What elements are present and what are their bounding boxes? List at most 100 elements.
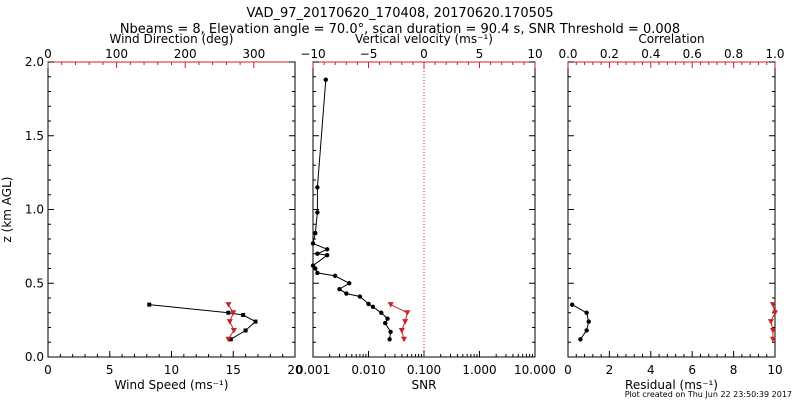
data-point-square bbox=[241, 312, 246, 317]
data-point bbox=[337, 286, 342, 292]
data-point-triangle bbox=[401, 336, 408, 343]
data-point bbox=[357, 294, 363, 299]
top-tick-label: −10 bbox=[300, 47, 325, 61]
y-tick-label: 2.0 bbox=[25, 55, 44, 69]
series-line bbox=[149, 304, 257, 340]
data-point-triangle bbox=[398, 327, 405, 334]
data-point bbox=[347, 281, 352, 286]
data-point-triangle bbox=[767, 319, 774, 325]
data-point bbox=[385, 316, 390, 321]
top-tick-label: 0.2 bbox=[600, 47, 619, 61]
data-point bbox=[323, 77, 328, 82]
data-point bbox=[569, 302, 575, 307]
top-tick-label: 0.0 bbox=[558, 47, 577, 61]
data-point bbox=[584, 310, 589, 315]
data-point bbox=[324, 253, 330, 258]
top-tick-label: 300 bbox=[242, 47, 265, 61]
data-point bbox=[315, 210, 320, 215]
bottom-axis-label: Residual (ms⁻¹) bbox=[625, 378, 718, 392]
y-tick-label: 0.0 bbox=[25, 350, 44, 364]
bottom-tick-label: 0 bbox=[44, 363, 52, 377]
data-point-square bbox=[228, 337, 233, 342]
plot-created-note: Plot created on Thu Jun 22 23:50:39 2017 bbox=[625, 390, 792, 399]
data-point bbox=[578, 337, 583, 342]
data-point bbox=[315, 270, 320, 276]
y-tick-label: 1.0 bbox=[25, 203, 44, 217]
data-point-triangle bbox=[225, 302, 232, 308]
y-tick-label: 1.5 bbox=[25, 129, 44, 143]
bottom-tick-label: 5 bbox=[106, 363, 114, 377]
bottom-tick-label: 8 bbox=[730, 363, 738, 377]
data-point bbox=[310, 263, 316, 268]
top-axis-label: Vertical velocity (ms⁻¹) bbox=[355, 32, 493, 46]
data-point-triangle bbox=[225, 336, 232, 343]
panel-residual: 0 2 4 6 8 10 Residual (ms⁻¹) 0.0 0.2 0.4 0.6 0.8 1.0… bbox=[558, 32, 784, 392]
data-point bbox=[366, 301, 371, 307]
data-point bbox=[344, 291, 349, 296]
top-tick-label: 0 bbox=[44, 47, 52, 61]
figure-title: VAD_97_20170620_170408, 20170620.170505 bbox=[247, 6, 554, 21]
y-axis-label: z (km AGL) bbox=[0, 177, 14, 243]
panel-wind: 0 5 10 15 20 Wind Speed (ms⁻¹) 0 100 200 300 Wind … bbox=[0, 32, 303, 392]
top-tick-label: 0 bbox=[420, 47, 428, 61]
data-point bbox=[315, 251, 320, 256]
panel-snr: 0.001 0.010 0.100 1.000 10.000 SNR −10 −5 0 5 10 Ve… bbox=[296, 32, 556, 392]
bottom-tick-label: 10 bbox=[164, 363, 179, 377]
data-point-triangle bbox=[230, 310, 237, 316]
data-point-triangle bbox=[230, 327, 237, 334]
data-point-square bbox=[147, 302, 152, 307]
data-point-triangle bbox=[769, 302, 776, 308]
bottom-tick-label: 6 bbox=[688, 363, 696, 377]
top-tick-label: 100 bbox=[105, 47, 128, 61]
series-line bbox=[571, 304, 590, 340]
bottom-tick-label: 0.010 bbox=[351, 363, 385, 377]
figure-subtitle: Nbeams = 8, Elevation angle = 70.0°, sca… bbox=[120, 22, 680, 37]
data-point-square bbox=[243, 328, 248, 333]
data-point bbox=[332, 273, 338, 279]
top-tick-label: 0.4 bbox=[641, 47, 660, 61]
data-point bbox=[584, 328, 589, 333]
data-point-square bbox=[226, 310, 231, 315]
bottom-tick-label: 4 bbox=[647, 363, 655, 377]
plot-frame bbox=[47, 61, 296, 358]
bottom-axis-label: SNR bbox=[412, 378, 437, 392]
data-point-triangle bbox=[387, 302, 394, 308]
y-tick-label: 0.5 bbox=[25, 276, 44, 290]
data-point bbox=[379, 310, 384, 315]
bottom-tick-label: 10 bbox=[767, 363, 782, 377]
data-point-triangle bbox=[404, 310, 411, 316]
bottom-tick-label: 15 bbox=[226, 363, 241, 377]
data-point bbox=[313, 230, 318, 236]
top-axis-label: Correlation bbox=[638, 32, 704, 46]
bottom-tick-label: 10.000 bbox=[514, 363, 556, 377]
data-point-triangle bbox=[226, 319, 233, 325]
top-tick-label: 200 bbox=[174, 47, 197, 61]
top-tick-label: 10 bbox=[527, 47, 542, 61]
bottom-tick-label: 20 bbox=[287, 363, 302, 377]
bottom-tick-label: 0.100 bbox=[407, 363, 441, 377]
data-point bbox=[370, 304, 376, 310]
top-tick-label: 0.6 bbox=[683, 47, 702, 61]
top-tick-label: 1.0 bbox=[765, 47, 784, 61]
data-point-triangle bbox=[402, 319, 409, 325]
top-tick-label: −5 bbox=[360, 47, 378, 61]
data-point bbox=[313, 266, 318, 271]
data-point-triangle bbox=[772, 310, 778, 316]
top-tick-label: 5 bbox=[476, 47, 484, 61]
data-point-triangle bbox=[769, 336, 776, 343]
series-line bbox=[312, 79, 392, 340]
bottom-axis-label: Wind Speed (ms⁻¹) bbox=[115, 378, 229, 392]
data-point bbox=[383, 320, 388, 326]
data-point-square bbox=[253, 319, 258, 324]
data-point bbox=[310, 241, 316, 246]
data-point bbox=[324, 247, 330, 252]
bottom-tick-label: 1.000 bbox=[462, 363, 496, 377]
data-point bbox=[387, 337, 392, 342]
data-point-triangle bbox=[769, 327, 776, 334]
data-point bbox=[388, 329, 393, 335]
plot-frame bbox=[567, 61, 776, 358]
top-tick-label: 0.8 bbox=[724, 47, 743, 61]
top-axis-label: Wind Direction (deg) bbox=[110, 32, 234, 46]
